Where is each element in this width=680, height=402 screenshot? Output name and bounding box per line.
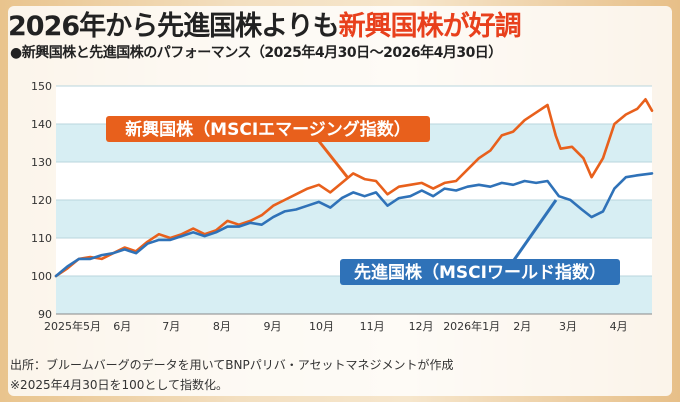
- series-callouts: 新興国株（MSCIエマージング指数） 先進国株（MSCIワールド指数）: [106, 116, 620, 285]
- x-tick-label-9: 2月: [513, 320, 531, 333]
- index-note: ※2025年4月30日を100として指数化。: [10, 378, 229, 392]
- developed-leader-line: [512, 199, 558, 261]
- title-highlight: 新興国株が好調: [338, 11, 522, 42]
- title-prefix: 2026年から先進国株よりも: [8, 11, 340, 42]
- y-axis-ticks: 90 100 110 120 130 140 150: [31, 80, 52, 321]
- x-tick-label-2: 7月: [162, 320, 180, 333]
- x-tick-label-1: 6月: [113, 320, 131, 333]
- y-tick-label-100: 100: [31, 270, 52, 283]
- y-tick-label-90: 90: [38, 308, 52, 321]
- band-110-120: [56, 200, 652, 238]
- emerging-series-line: [54, 98, 654, 278]
- y-tick-label-150: 150: [31, 80, 52, 93]
- y-tick-label-140: 140: [31, 118, 52, 131]
- y-tick-label-120: 120: [31, 194, 52, 207]
- developed-label-box: [340, 259, 620, 285]
- developed-label: 先進国株（MSCIワールド指数）: [354, 262, 606, 283]
- emerging-label: 新興国株（MSCIエマージング指数）: [125, 119, 411, 140]
- band-120-130: [56, 162, 652, 200]
- emerging-leader-line: [316, 139, 350, 179]
- x-tick-label-10: 3月: [559, 320, 577, 333]
- emerging-label-box: [106, 116, 430, 142]
- x-tick-label-7: 12月: [409, 320, 434, 333]
- page-title: 2026年から先進国株よりも新興国株が好調: [8, 4, 522, 43]
- y-tick-label-110: 110: [31, 232, 52, 245]
- x-tick-label-8: 2026年1月: [443, 319, 500, 333]
- x-tick-label-5: 10月: [309, 320, 334, 333]
- y-tick-label-130: 130: [31, 156, 52, 169]
- x-tick-label-3: 8月: [213, 320, 231, 333]
- developed-series-line: [54, 172, 654, 278]
- x-tick-label-6: 11月: [360, 320, 385, 333]
- x-axis-ticks: 2025年5月 6月 7月 8月 9月 10月 11月 12月 2026年1月 2月 3月 4月: [44, 313, 652, 333]
- x-tick-label-11: 4月: [610, 320, 628, 333]
- series-lines: [54, 98, 654, 278]
- chart-subtitle: ●新興国株と先進国株のパフォーマンス（2025年4月30日〜2026年4月30日…: [10, 45, 502, 61]
- x-tick-label-4: 9月: [263, 320, 281, 333]
- source-note: 出所：ブルームバーグのデータを用いてBNPパリバ・アセットマネジメントが作成: [10, 358, 454, 372]
- x-tick-label-0: 2025年5月: [44, 319, 101, 333]
